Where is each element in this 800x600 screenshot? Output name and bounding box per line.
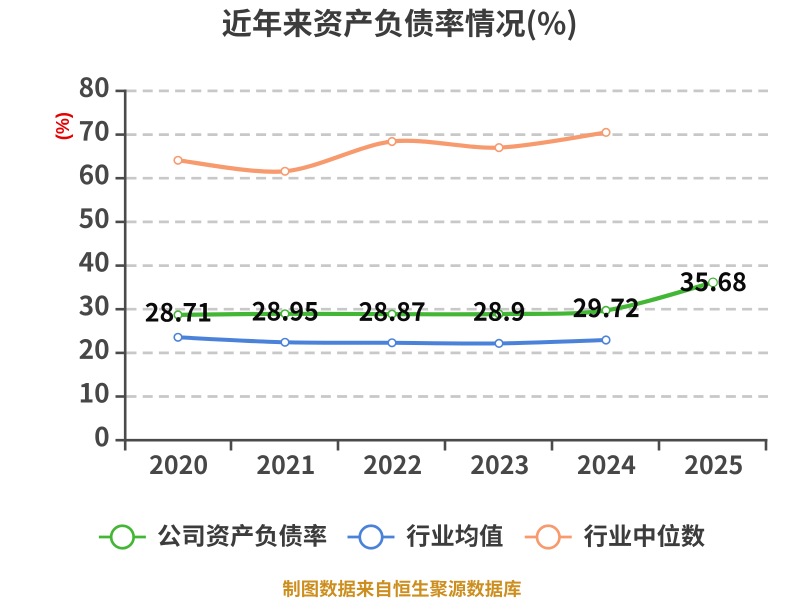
svg-text:(%): (%) xyxy=(53,112,73,140)
